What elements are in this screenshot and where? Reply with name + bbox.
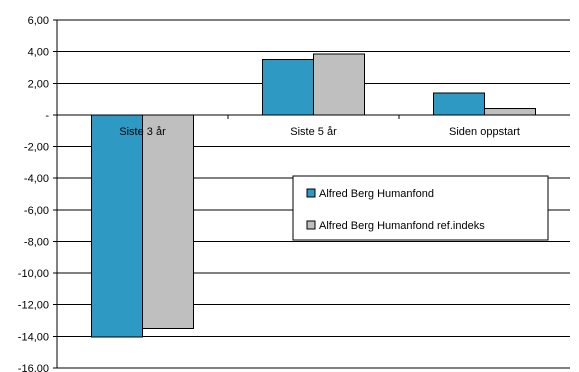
category-labels: Siste 3 år Siste 5 år Siden oppstart [119, 126, 520, 138]
y-tick-label: 2,00 [28, 78, 49, 90]
legend-swatch [306, 188, 316, 198]
y-tick-label: - [45, 110, 49, 122]
legend: Alfred Berg Humanfond Alfred Berg Humanfo… [292, 175, 549, 241]
category-label: Siste 3 år [119, 126, 166, 138]
legend-label: Alfred Berg Humanfond [319, 188, 434, 200]
legend-swatch [306, 220, 316, 230]
y-tick-label: -16,00 [18, 363, 49, 372]
y-tick-label: 6,00 [28, 15, 49, 27]
bar-humanfond [433, 92, 485, 116]
y-axis-tick-labels: 6,00 4,00 2,00 - -2,00 -4,00 -6,00 -8,00 -10,00 -… [18, 15, 50, 372]
bar-ref-indeks [313, 53, 365, 116]
y-tick-label: -8,00 [24, 236, 49, 248]
y-tick-label: -10,00 [18, 268, 49, 280]
bar-humanfond [91, 114, 143, 338]
y-tick-label: -2,00 [24, 142, 49, 154]
legend-label: Alfred Berg Humanfond ref.indeks [319, 220, 485, 232]
bar-humanfond [262, 59, 314, 116]
category-label: Siden oppstart [449, 126, 520, 138]
y-tick-label: 4,00 [28, 47, 49, 59]
axes [53, 19, 570, 369]
category-label: Siste 5 år [290, 126, 337, 138]
y-tick-label: -4,00 [24, 173, 49, 185]
y-tick-label: -6,00 [24, 205, 49, 217]
y-tick-label: -14,00 [18, 331, 49, 343]
bar-ref-indeks [484, 108, 536, 116]
y-tick-label: -12,00 [18, 300, 49, 312]
bars [91, 53, 536, 338]
legend-box [292, 175, 549, 241]
bar-ref-indeks [142, 114, 194, 329]
